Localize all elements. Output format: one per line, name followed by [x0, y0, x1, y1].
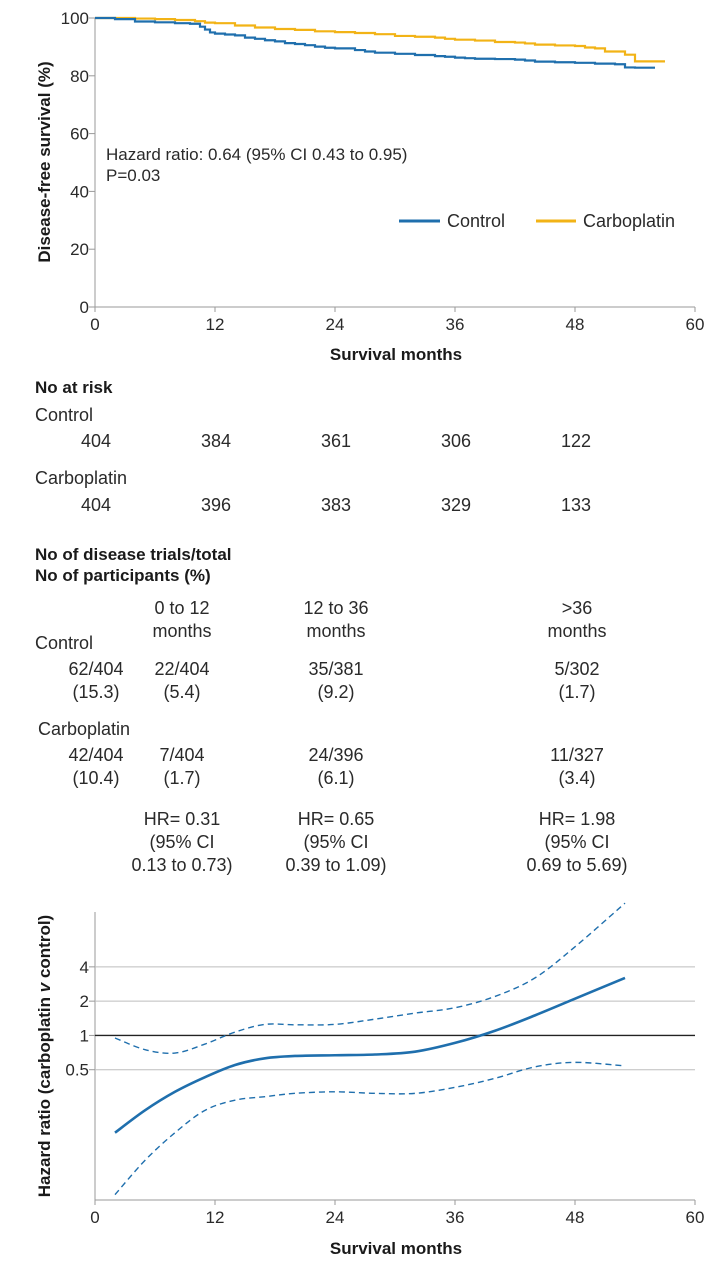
- km-y-ticks: 0 20 40 60 80 100: [61, 9, 95, 317]
- km-line-control: [95, 16, 655, 69]
- risk-value: 122: [560, 431, 592, 451]
- hr-summary: HR= 0.31 (95% CI 0.13 to 0.73): [131, 809, 233, 875]
- hr-chart: 4 2 1 0.5 0 12 24 36 48 60 Survival months Hazar…: [35, 902, 704, 1258]
- km-line-carboplatin: [95, 16, 665, 63]
- events-cell: 11/327 (3.4): [550, 745, 604, 788]
- hr-x-ticks: 0 12 24 36 48 60: [90, 1200, 704, 1227]
- hr-y-tick-label: 4: [80, 958, 89, 977]
- km-y-tick-label: 60: [70, 125, 89, 144]
- km-x-axis-label: Survival months: [330, 345, 462, 364]
- km-y-tick-label: 20: [70, 240, 89, 259]
- hr-x-tick-label: 48: [566, 1208, 585, 1227]
- events-total-carboplatin: 42/404 (10.4): [68, 745, 124, 788]
- hr-x-axis-label: Survival months: [330, 1239, 462, 1258]
- km-chart: 0 20 40 60 80 100 0 12 24 36 48 60 Survival months…: [35, 9, 704, 364]
- events-title-line1: No of disease trials/total: [35, 545, 232, 564]
- hr-summary: HR= 1.98 (95% CI 0.69 to 5.69): [526, 809, 628, 875]
- risk-value: 361: [320, 431, 352, 451]
- hr-estimate-line: [114, 976, 626, 1134]
- km-y-tick-label: 40: [70, 182, 89, 201]
- km-x-tick-label: 48: [566, 315, 585, 334]
- risk-value: 404: [80, 431, 112, 451]
- hr-x-tick-label: 36: [446, 1208, 465, 1227]
- hr-ci-upper-line: [114, 902, 626, 1054]
- events-row-label-control: Control: [35, 633, 94, 653]
- events-title-line2: No of participants (%): [35, 566, 211, 585]
- risk-value: 404: [80, 495, 112, 515]
- legend-carboplatin-label: Carboplatin: [583, 211, 675, 231]
- hr-x-tick-label: 24: [326, 1208, 345, 1227]
- risk-value: 383: [320, 495, 352, 515]
- hr-y-axis-label: Hazard ratio (carboplatin v control): [35, 915, 54, 1197]
- risk-table-title: No at risk: [35, 378, 113, 397]
- km-series: [95, 16, 665, 69]
- risk-value: 329: [440, 495, 472, 515]
- events-cell: 35/381 (9.2): [308, 659, 364, 702]
- risk-value: 306: [440, 431, 472, 451]
- legend-control-label: Control: [447, 211, 505, 231]
- hr-y-tick-label: 2: [80, 992, 89, 1011]
- km-x-tick-label: 12: [206, 315, 225, 334]
- events-total-control: 62/404 (15.3): [68, 659, 124, 702]
- events-cell: 22/404 (5.4): [154, 659, 210, 702]
- km-y-tick-label: 0: [80, 298, 89, 317]
- period-header: 12 to 36 months: [303, 598, 369, 641]
- km-x-tick-label: 24: [326, 315, 345, 334]
- events-row-label-carboplatin: Carboplatin: [38, 719, 131, 739]
- km-legend: Control Carboplatin: [399, 211, 675, 231]
- risk-value: 384: [200, 431, 232, 451]
- period-header: >36 months: [547, 598, 607, 641]
- hr-x-tick-label: 12: [206, 1208, 225, 1227]
- hr-axes: [94, 912, 695, 1201]
- km-x-tick-label: 36: [446, 315, 465, 334]
- hr-y-tick-label: 1: [80, 1026, 89, 1045]
- km-y-tick-label: 100: [61, 9, 89, 28]
- hr-y-tick-label: 0.5: [65, 1061, 89, 1080]
- risk-row-label-carboplatin: Carboplatin: [35, 468, 128, 488]
- km-y-axis-label: Disease-free survival (%): [35, 61, 54, 262]
- hr-gridlines: [95, 966, 695, 1071]
- km-annotation-hr: Hazard ratio: 0.64 (95% CI 0.43 to 0.95): [106, 145, 407, 164]
- hr-summary: HR= 0.65 (95% CI 0.39 to 1.09): [285, 809, 387, 875]
- events-cell: 5/302 (1.7): [554, 659, 600, 702]
- hr-y-ticks: 4 2 1 0.5: [65, 958, 95, 1080]
- events-cell: 7/404 (1.7): [159, 745, 205, 788]
- risk-value: 396: [200, 495, 232, 515]
- km-y-tick-label: 80: [70, 67, 89, 86]
- risk-value: 133: [560, 495, 592, 515]
- km-x-tick-label: 0: [90, 315, 99, 334]
- km-x-ticks: 0 12 24 36 48 60: [90, 307, 704, 334]
- risk-row-label-control: Control: [35, 405, 94, 425]
- events-cell: 24/396 (6.1): [308, 745, 364, 788]
- hr-series: [114, 902, 626, 1196]
- period-header: 0 to 12 months: [152, 598, 212, 641]
- km-axes: [94, 18, 695, 308]
- hr-x-tick-label: 60: [686, 1208, 705, 1227]
- km-x-tick-label: 60: [686, 315, 705, 334]
- hr-x-tick-label: 0: [90, 1208, 99, 1227]
- km-annotation-p: P=0.03: [106, 166, 160, 185]
